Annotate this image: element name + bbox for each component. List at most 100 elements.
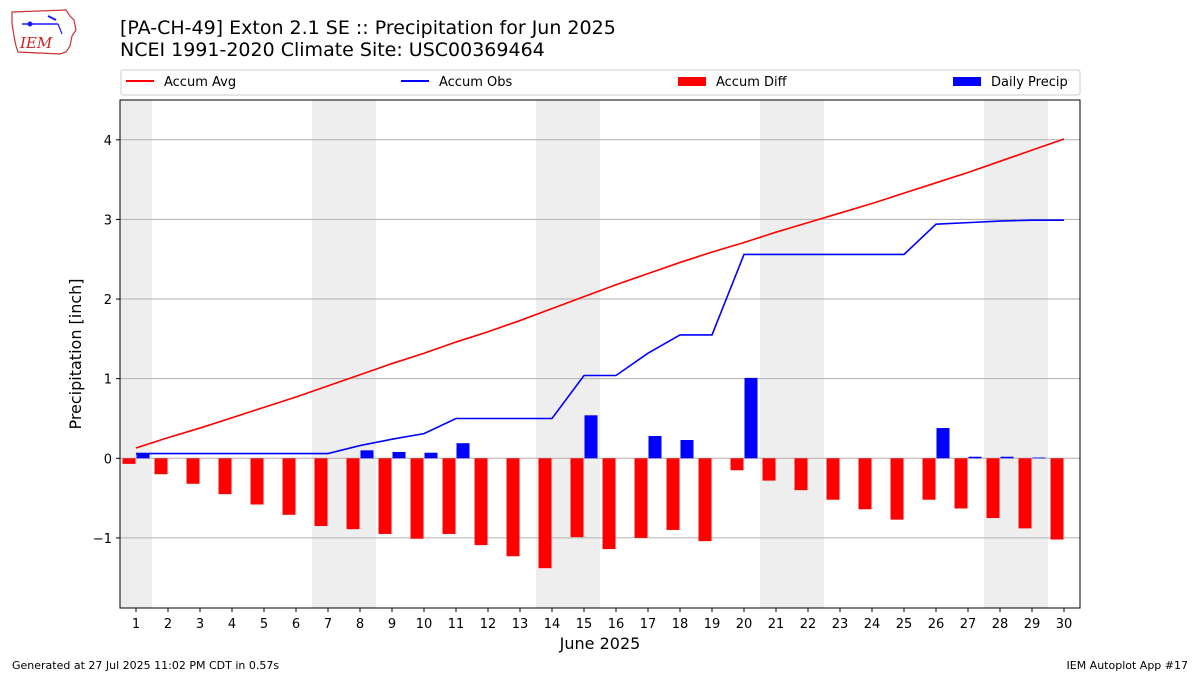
accum-diff-bar: [378, 458, 392, 534]
daily-precip-bar: [1032, 457, 1046, 459]
accum-diff-bar: [410, 458, 424, 539]
x-tick-label: 16: [608, 617, 625, 632]
accum-diff-bar: [762, 458, 776, 481]
x-tick-label: 5: [260, 617, 268, 632]
daily-precip-bar: [360, 450, 374, 459]
x-tick-label: 29: [1024, 617, 1041, 632]
y-tick-label: 3: [104, 213, 112, 228]
accum-diff-bar: [1018, 458, 1032, 529]
x-tick-label: 22: [800, 617, 817, 632]
legend-swatch: [953, 77, 981, 86]
x-tick-label: 10: [416, 617, 433, 632]
x-tick-label: 13: [512, 617, 529, 632]
accum-diff-bar: [538, 458, 552, 569]
chart-title: [PA-CH-49] Exton 2.1 SE :: Precipitation…: [120, 17, 616, 39]
daily-precip-bar: [136, 453, 150, 459]
daily-precip-bar: [648, 436, 662, 459]
legend-label: Accum Obs: [439, 75, 512, 90]
legend-box: [120, 69, 1081, 96]
x-tick-label: 27: [960, 617, 977, 632]
daily-precip-bar: [456, 443, 470, 459]
y-axis-label: Precipitation [inch]: [66, 278, 85, 429]
x-tick-label: 2: [164, 617, 172, 632]
daily-precip-bar: [1000, 456, 1014, 459]
y-tick-label: 4: [104, 134, 112, 149]
accum-diff-bar: [1050, 458, 1064, 540]
autoplot-credit: IEM Autoplot App #17: [1066, 659, 1189, 672]
y-tick-label: 2: [104, 293, 112, 308]
accum-diff-bar: [634, 458, 648, 538]
daily-precip-bar: [744, 377, 758, 459]
x-tick-label: 9: [388, 617, 396, 632]
x-tick-label: 23: [832, 617, 849, 632]
generated-timestamp: Generated at 27 Jul 2025 11:02 PM CDT in…: [12, 659, 280, 672]
accum-diff-bar: [186, 458, 200, 484]
accum-diff-bar: [570, 458, 584, 538]
accum-diff-bar: [794, 458, 808, 491]
accum-diff-bar: [218, 458, 232, 495]
weekend-shade-0: [120, 100, 152, 608]
x-tick-label: 3: [196, 617, 204, 632]
x-tick-label: 17: [640, 617, 657, 632]
weekend-shade-3: [760, 100, 824, 608]
x-tick-label: 14: [544, 617, 561, 632]
x-tick-label: 7: [324, 617, 332, 632]
x-tick-label: 11: [448, 617, 465, 632]
x-tick-label: 25: [896, 617, 913, 632]
plot-frame: [119, 99, 1081, 609]
y-tick-label: −1: [93, 532, 112, 547]
legend: Accum Avg Accum Obs Accum Diff Daily Precip: [120, 69, 1081, 96]
accum-diff-bar: [122, 458, 136, 464]
daily-precip-bar: [424, 452, 438, 459]
accum-diff-bar: [250, 458, 264, 505]
legend-label: Accum Diff: [716, 75, 788, 90]
x-tick-label: 30: [1056, 617, 1073, 632]
accum-diff-bar: [922, 458, 936, 500]
x-tick-label: 20: [736, 617, 753, 632]
legend-swatch: [678, 77, 706, 86]
accum-diff-bar: [602, 458, 616, 550]
x-tick-label: 26: [928, 617, 945, 632]
iem-logo: IEM: [8, 6, 80, 62]
x-tick-label: 1: [132, 617, 140, 632]
weekend-shade-4: [984, 100, 1048, 608]
accum-diff-bar: [282, 458, 296, 515]
legend-label: Accum Avg: [164, 75, 236, 90]
accum-diff-bar: [346, 458, 360, 530]
x-tick-label: 8: [356, 617, 364, 632]
daily-precip-bar: [584, 415, 598, 459]
x-axis-label: June 2025: [559, 634, 641, 653]
accum-diff-bar: [954, 458, 968, 509]
accum-diff-bar: [698, 458, 712, 542]
x-tick-label: 12: [480, 617, 497, 632]
accum-diff-bar: [730, 458, 744, 471]
accum-diff-bar: [442, 458, 456, 534]
accum-diff-bar: [986, 458, 1000, 519]
accum-obs-line: [136, 219, 1064, 455]
x-tick-label: 6: [292, 617, 300, 632]
weekend-shade-1: [312, 100, 376, 608]
x-tick-label: 15: [576, 617, 593, 632]
legend-label: Daily Precip: [991, 75, 1068, 90]
accum-diff-bar: [506, 458, 520, 557]
y-tick-label: 1: [104, 373, 112, 388]
accum-diff-bar: [890, 458, 904, 520]
svg-text:IEM: IEM: [19, 34, 53, 52]
accum-diff-bar: [666, 458, 680, 530]
accum-diff-bar: [826, 458, 840, 500]
x-tick-label: 4: [228, 617, 236, 632]
daily-precip-bar: [936, 428, 950, 459]
chart-subtitle: NCEI 1991-2020 Climate Site: USC00369464: [120, 39, 545, 61]
accum-diff-bar: [314, 458, 328, 526]
daily-precip-bar: [392, 451, 406, 459]
x-tick-label: 19: [704, 617, 721, 632]
x-tick-label: 24: [864, 617, 881, 632]
y-tick-label: 0: [104, 452, 112, 467]
daily-precip-bar: [680, 439, 694, 459]
accum-diff-bar: [858, 458, 872, 510]
x-tick-label: 18: [672, 617, 689, 632]
accum-diff-bar: [154, 458, 168, 475]
accum-diff-bar: [474, 458, 488, 546]
daily-precip-bar: [968, 456, 982, 459]
